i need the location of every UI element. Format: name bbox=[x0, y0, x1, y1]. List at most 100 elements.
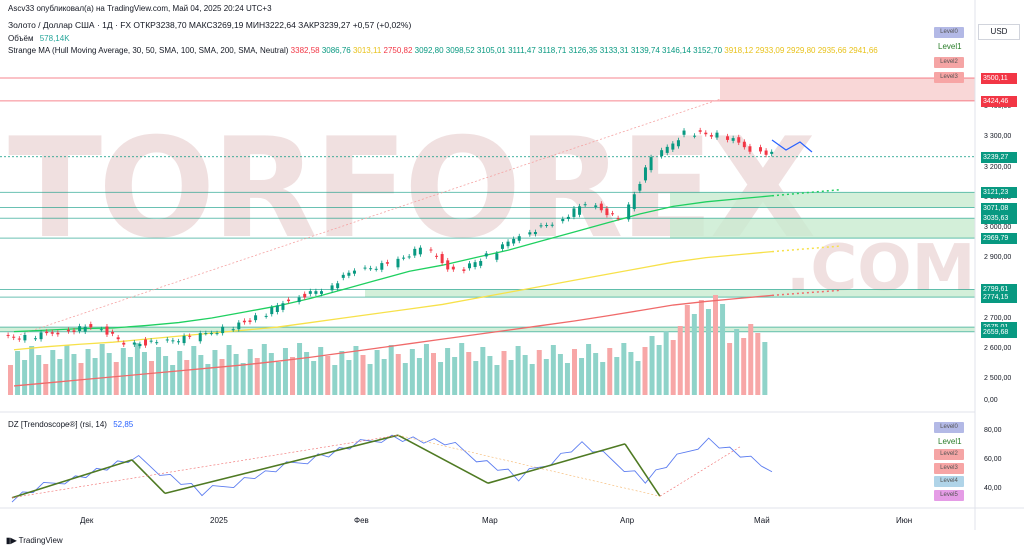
ma-value: 3133,31 bbox=[597, 46, 629, 55]
candle-body bbox=[89, 324, 93, 328]
candle-body bbox=[682, 130, 686, 135]
price-axis-label: 3 300,00 bbox=[984, 133, 1012, 141]
ma-value: 2929,80 bbox=[784, 46, 816, 55]
indicator-label: DZ [Trendoscope®] (rsi, 14) bbox=[8, 420, 107, 429]
candle-body bbox=[182, 335, 186, 344]
candle-body bbox=[748, 146, 752, 152]
candle-body bbox=[155, 342, 159, 344]
candle-body bbox=[369, 268, 373, 270]
volume-bar bbox=[219, 359, 225, 395]
currency-selector[interactable]: USD bbox=[978, 24, 1020, 40]
candle-body bbox=[215, 333, 219, 335]
candle-body bbox=[231, 329, 235, 331]
candle-body bbox=[402, 257, 406, 259]
candle-body bbox=[6, 334, 10, 336]
candle-body bbox=[56, 332, 60, 335]
volume-bar bbox=[78, 363, 84, 395]
price-tag: 2659,68 bbox=[981, 326, 1017, 338]
price-tag: 3424,46 bbox=[981, 95, 1017, 107]
candle-body bbox=[336, 283, 340, 289]
volume-bar bbox=[557, 354, 563, 395]
volume-bar bbox=[522, 355, 528, 395]
candle-body bbox=[676, 140, 680, 147]
candle-body bbox=[578, 206, 582, 215]
candle-body bbox=[764, 150, 768, 155]
candle-body bbox=[204, 333, 208, 335]
footer-brand[interactable]: ▮▶ TradingView bbox=[6, 536, 63, 545]
candle-body bbox=[770, 151, 774, 154]
price-axis-label: 2 600,00 bbox=[984, 344, 1012, 352]
indicator-axis-label: 80,00 bbox=[984, 427, 1002, 435]
candle-body bbox=[165, 339, 169, 341]
price-axis-label: 0,00 bbox=[984, 397, 998, 404]
price-axis-label: 2 500,00 bbox=[984, 374, 1012, 382]
candle-body bbox=[281, 303, 285, 310]
volume-bar bbox=[282, 348, 288, 395]
candle-body bbox=[737, 137, 741, 143]
candle-body bbox=[632, 194, 636, 210]
candle-body bbox=[599, 203, 603, 211]
volume-bar bbox=[134, 343, 140, 395]
candle-body bbox=[413, 248, 417, 256]
candle-body bbox=[270, 307, 274, 315]
volume-bar bbox=[564, 363, 570, 395]
price-axis-label: 2 900,00 bbox=[984, 254, 1012, 262]
candle-body bbox=[583, 204, 587, 206]
resistance-zone bbox=[720, 78, 975, 101]
candle-body bbox=[50, 332, 54, 334]
candle-body bbox=[138, 343, 142, 347]
ma-line bbox=[13, 294, 773, 387]
zigzag-line bbox=[397, 434, 489, 484]
support-zone bbox=[670, 218, 975, 239]
ma-value: 3105,01 bbox=[474, 46, 506, 55]
candle-body bbox=[39, 332, 43, 340]
price-tag: 3035,63 bbox=[981, 213, 1017, 225]
level-box-bottom: Level0 bbox=[934, 422, 964, 433]
ma-projection bbox=[771, 289, 841, 297]
support-zone bbox=[0, 327, 975, 332]
volume-bar bbox=[741, 338, 747, 395]
volume-bar bbox=[71, 354, 77, 395]
ma-values: 3382,58 3086,76 3013,11 2750,82 3092,80 … bbox=[291, 46, 878, 55]
volume-bar bbox=[649, 336, 655, 395]
volume-bar bbox=[99, 344, 105, 395]
volume-bar bbox=[572, 349, 577, 395]
volume-bar bbox=[663, 331, 669, 395]
volume-bar bbox=[57, 359, 63, 395]
price-tag: 3500,11 bbox=[981, 73, 1017, 84]
volume-bar bbox=[311, 361, 317, 395]
ma-value: 3152,70 bbox=[690, 46, 723, 55]
candle-body bbox=[742, 141, 746, 148]
ma-line bbox=[13, 250, 773, 351]
candle-body bbox=[704, 132, 708, 135]
volume-bar bbox=[106, 353, 112, 395]
volume-bar bbox=[360, 355, 366, 395]
volume-bar bbox=[233, 354, 239, 395]
candle-body bbox=[731, 138, 735, 141]
volume-bar bbox=[29, 346, 35, 395]
ma-line: Strange MA (Hull Moving Average, 30, 50,… bbox=[8, 46, 878, 55]
volume-bar bbox=[297, 343, 303, 395]
candle-body bbox=[308, 291, 312, 294]
symbol-line: Золото / Доллар США · 1Д · FX ОТКР3238,7… bbox=[8, 20, 412, 30]
price-tag: 3071,08 bbox=[981, 202, 1017, 214]
volume-bar bbox=[543, 359, 549, 395]
volume-bar bbox=[50, 350, 56, 395]
price-tag: 3121,23 bbox=[981, 187, 1017, 199]
zigzag-line bbox=[11, 459, 133, 499]
candle-body bbox=[506, 241, 510, 247]
volume-bar bbox=[748, 324, 754, 395]
ma-value: 3146,14 bbox=[659, 46, 691, 55]
volume-bar bbox=[684, 305, 690, 395]
volume-bar bbox=[494, 365, 500, 395]
volume-value: 578,14K bbox=[39, 34, 70, 43]
volume-bar bbox=[367, 364, 373, 395]
volume-bar bbox=[184, 360, 190, 395]
candle-body bbox=[33, 338, 37, 340]
volume-bar bbox=[452, 357, 458, 395]
candle-body bbox=[462, 269, 466, 271]
volume-bar bbox=[395, 354, 401, 395]
candle-body bbox=[83, 326, 87, 332]
volume-bar bbox=[529, 364, 535, 395]
